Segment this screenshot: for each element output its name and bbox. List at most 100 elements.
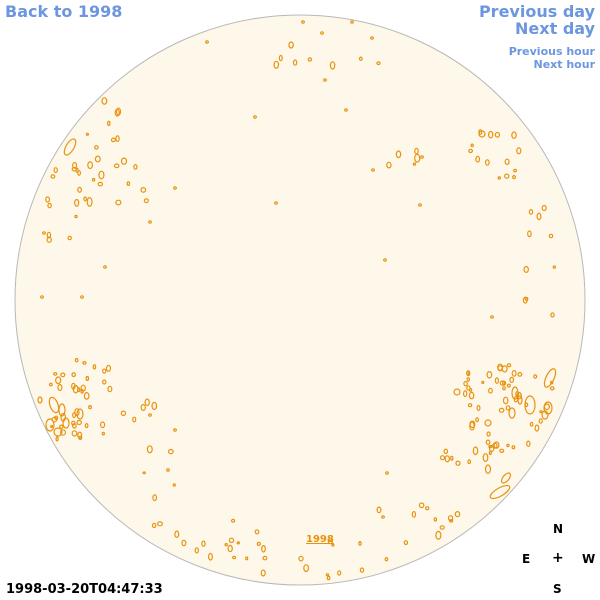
magnetic-contour xyxy=(71,372,77,378)
magnetic-contour xyxy=(53,372,58,376)
magnetic-contour xyxy=(60,372,66,378)
magnetic-contour xyxy=(85,375,90,382)
magnetic-contour xyxy=(543,368,557,388)
magnetic-contour xyxy=(444,455,450,463)
magnetic-contour xyxy=(468,148,474,154)
magnetic-contour xyxy=(511,445,516,450)
magnetic-contour xyxy=(370,36,374,40)
magnetic-contour xyxy=(435,530,442,540)
magnetic-contour xyxy=(433,517,438,522)
magnetic-contour xyxy=(482,453,489,463)
magnetic-contour xyxy=(468,388,473,392)
magnetic-contour xyxy=(541,204,547,212)
magnetic-contour xyxy=(92,364,97,370)
magnetic-contour xyxy=(59,424,64,429)
magnetic-contour xyxy=(140,404,146,412)
magnetic-contour xyxy=(80,388,84,394)
magnetic-contour xyxy=(86,196,93,207)
magnetogram-contours xyxy=(37,20,557,581)
magnetic-contour xyxy=(307,57,313,62)
magnetic-contour xyxy=(515,391,520,397)
magnetic-contour xyxy=(484,159,490,166)
magnetic-contour xyxy=(418,502,425,509)
magnetic-contour xyxy=(414,153,421,163)
magnetic-contour xyxy=(502,386,506,391)
magnetic-contour xyxy=(146,445,153,454)
previous-day-link[interactable]: Previous day xyxy=(478,2,595,21)
magnetic-contour xyxy=(144,398,150,407)
magnetic-contour xyxy=(71,382,76,390)
magnetic-contour xyxy=(113,163,120,169)
magnetic-contour xyxy=(292,59,298,66)
magnetic-contour xyxy=(489,484,511,500)
magnetic-contour xyxy=(74,408,80,417)
magnetic-contour xyxy=(71,422,77,429)
magnetic-contour xyxy=(80,295,84,299)
magnetic-contour xyxy=(99,421,106,429)
magnetic-contour xyxy=(516,147,522,155)
magnetic-contour xyxy=(120,410,127,417)
magnetic-contour xyxy=(497,176,501,180)
magnetic-contour xyxy=(88,405,92,410)
magnetic-contour xyxy=(261,544,266,553)
magnetic-contour xyxy=(55,376,62,385)
magnetic-contour xyxy=(157,521,164,527)
next-hour-link[interactable]: Next hour xyxy=(533,58,596,71)
magnetic-contour xyxy=(498,407,505,413)
magnetic-contour xyxy=(550,380,554,385)
magnetic-contour xyxy=(344,108,348,112)
magnetic-contour xyxy=(454,510,461,518)
magnetic-contour xyxy=(475,417,480,423)
magnetic-contour xyxy=(172,483,176,487)
magnetic-contour xyxy=(466,377,470,382)
magnetic-contour xyxy=(511,175,516,180)
magnetic-contour xyxy=(493,441,500,449)
magnetic-contour xyxy=(201,540,206,547)
magnetic-contour xyxy=(511,131,517,140)
magnetic-contour xyxy=(94,155,101,163)
magnetic-contour xyxy=(273,60,280,69)
magnetic-contour xyxy=(412,162,417,166)
magnetic-contour xyxy=(301,20,305,24)
next-day-link[interactable]: Next day xyxy=(515,19,595,38)
magnetic-contour xyxy=(152,494,158,502)
magnetic-contour xyxy=(87,161,93,170)
magnetic-contour xyxy=(110,137,116,143)
magnetic-contour xyxy=(274,201,278,205)
magnetic-contour xyxy=(45,418,55,432)
magnetic-contour xyxy=(484,464,492,474)
magnetic-contour xyxy=(76,387,81,393)
magnetic-contour xyxy=(58,403,66,417)
magnetic-contour xyxy=(105,364,112,372)
magnetic-contour xyxy=(383,258,387,262)
magnetic-contour xyxy=(115,135,120,142)
magnetic-contour xyxy=(499,380,505,386)
year-label-link[interactable]: 1998 xyxy=(306,534,334,545)
magnetic-contour xyxy=(181,539,187,547)
back-to-year-link[interactable]: Back to 1998 xyxy=(5,2,123,21)
previous-hour-link[interactable]: Previous hour xyxy=(508,45,595,58)
magnetic-contour xyxy=(517,372,523,377)
magnetic-contour xyxy=(126,181,131,187)
magnetic-contour xyxy=(91,177,96,182)
magnetic-contour xyxy=(523,265,530,273)
magnetic-contour xyxy=(467,403,473,408)
magnetic-contour xyxy=(46,231,52,239)
magnetic-contour xyxy=(71,161,78,169)
magnetic-contour xyxy=(490,315,494,319)
magnetic-contour xyxy=(151,401,158,410)
magnetic-contour xyxy=(376,61,381,66)
magnetic-contour xyxy=(102,379,107,385)
magnetic-contour xyxy=(236,541,240,545)
magnetic-contour xyxy=(142,471,146,475)
magnetic-contour xyxy=(49,425,54,429)
magnetic-contour xyxy=(74,214,78,219)
magnetic-contour xyxy=(548,233,554,239)
magnetic-contour xyxy=(102,368,107,374)
magnetic-contour xyxy=(51,416,58,423)
magnetic-contour xyxy=(526,440,531,447)
magnetic-contour xyxy=(504,173,510,179)
magnetic-contour xyxy=(500,472,512,484)
magnetic-contour xyxy=(67,235,72,241)
